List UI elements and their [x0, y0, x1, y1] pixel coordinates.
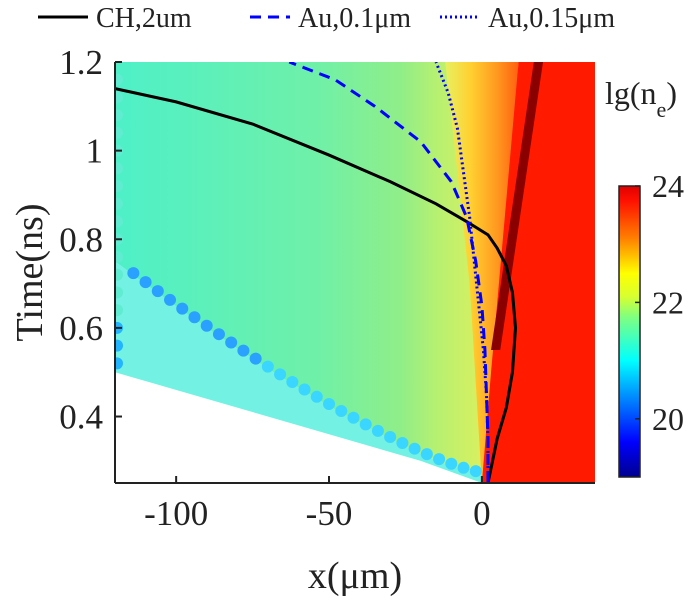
- edge-dot: [115, 215, 123, 228]
- y-tick-label: 1: [86, 132, 104, 171]
- boundary-dot: [359, 418, 372, 431]
- legend-label-ch: CH,2um: [96, 3, 192, 34]
- edge-dot: [115, 197, 123, 210]
- colorbar: lg(ne) 20 22 24: [605, 75, 684, 478]
- edge-dot: [115, 126, 123, 139]
- boundary-dot: [457, 461, 470, 474]
- boundary-dot: [310, 390, 323, 403]
- expansion-region: [115, 62, 482, 483]
- legend: CH,2um Au,0.1μm Au,0.15μm: [38, 3, 615, 34]
- colorbar-title: lg(ne): [605, 75, 677, 122]
- shock-band: [491, 62, 544, 351]
- boundary-dot: [237, 344, 250, 357]
- colorbar-frame: [618, 185, 641, 478]
- boundary-dot: [274, 368, 287, 381]
- boundary-dot: [371, 424, 384, 437]
- axes: 0.4 0.6 0.8 1 1.2 -100 -50 0 x(μm) Time(ns): [9, 43, 595, 597]
- boundary-dot: [188, 311, 201, 324]
- boundary-dot: [445, 457, 458, 470]
- boundary-dot: [384, 431, 397, 444]
- colorbar-tick-label: 24: [652, 168, 684, 204]
- boundary-dot: [335, 404, 348, 417]
- boundary-dot: [139, 276, 152, 289]
- legend-label-au01: Au,0.1μm: [298, 3, 411, 34]
- boundary-dot: [433, 453, 446, 466]
- edge-dot: [115, 339, 123, 352]
- lower-cyan-region: [115, 261, 482, 483]
- boundary-dot: [225, 336, 238, 349]
- colorbar-tick-label: 20: [652, 401, 684, 437]
- edge-dot: [115, 286, 123, 299]
- x-tick-label: -100: [144, 494, 208, 533]
- y-tick-label: 0.6: [59, 309, 103, 348]
- boundary-dot: [164, 293, 177, 306]
- boundary-dot: [249, 352, 262, 365]
- colorbar-gradient: [619, 186, 640, 477]
- x-tick-label: -50: [306, 494, 353, 533]
- edge-dot: [115, 162, 123, 175]
- boundary-dot: [469, 465, 482, 478]
- boundary-dot: [212, 328, 225, 341]
- density-field: [115, 62, 595, 483]
- edge-dot: [115, 250, 123, 263]
- y-tick-label: 0.4: [59, 398, 103, 437]
- series-lines: [115, 62, 518, 483]
- y-tick-label: 0.8: [59, 220, 103, 259]
- boundary-dot: [127, 267, 140, 280]
- edge-dot: [115, 304, 123, 317]
- edge-dot: [115, 268, 123, 281]
- x-tick-label: 0: [473, 494, 491, 533]
- legend-label-au015: Au,0.15μm: [488, 3, 615, 34]
- series-line-0: [115, 87, 518, 483]
- colorbar-tick-label: 22: [652, 284, 684, 320]
- edge-dot: [115, 357, 123, 370]
- boundary-dot: [396, 437, 409, 450]
- y-tick-label: 1.2: [59, 43, 103, 82]
- boundary-dot: [347, 411, 360, 424]
- edge-dot: [115, 73, 123, 86]
- boundary-dot: [286, 375, 299, 388]
- boundary-dot: [420, 448, 433, 461]
- x-axis-label: x(μm): [308, 555, 402, 597]
- boundary-dot: [408, 442, 421, 455]
- edge-dot: [115, 180, 123, 193]
- boundary-dot: [298, 383, 311, 396]
- boundary-dot: [151, 285, 164, 298]
- y-axis-label: Time(ns): [9, 204, 51, 342]
- boundary-dot: [176, 302, 189, 315]
- edge-dot: [115, 109, 123, 122]
- boundary-dot: [200, 319, 213, 332]
- boundary-dot: [261, 360, 274, 373]
- edge-dot: [115, 91, 123, 104]
- boundary-dot: [323, 397, 336, 410]
